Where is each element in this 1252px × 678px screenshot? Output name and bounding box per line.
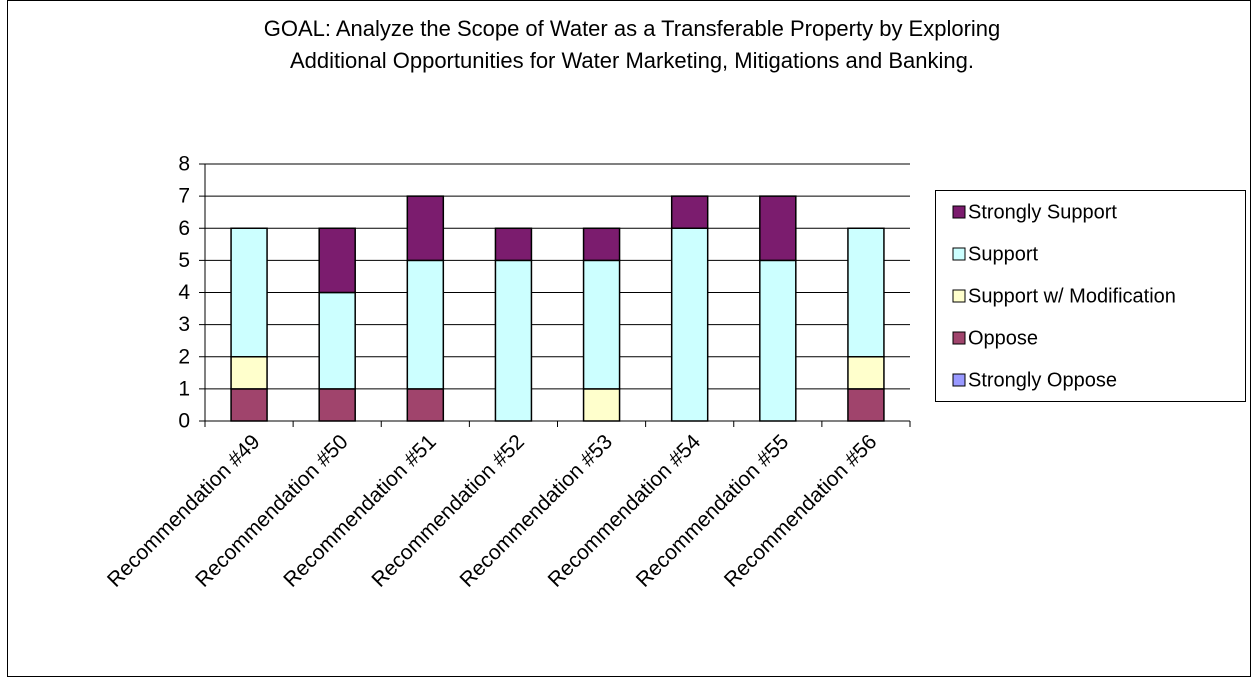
bar-segment <box>406 259 445 390</box>
bar-segment <box>759 195 797 262</box>
bar-segment <box>494 259 533 422</box>
bar-segment <box>494 227 533 262</box>
bar-segment <box>318 291 356 390</box>
legend-swatch <box>952 247 966 261</box>
legend-box <box>935 190 1246 402</box>
y-tick-label: 2 <box>178 345 190 368</box>
chart-title: GOAL: Analyze the Scope of Water as a Tr… <box>264 16 1001 73</box>
legend-swatch <box>952 331 966 345</box>
legend-swatch <box>952 373 966 387</box>
bar-segment <box>759 259 797 422</box>
bar-segment <box>582 388 621 422</box>
bar-segment <box>406 388 445 422</box>
bar-segment <box>318 388 356 422</box>
bar-segment <box>582 259 621 390</box>
bar-segment <box>847 356 885 390</box>
bar-segment <box>230 227 268 358</box>
bar-segment <box>670 195 709 229</box>
bar-segment <box>318 227 356 294</box>
bar-segment <box>582 227 621 262</box>
bar-segment <box>406 195 445 262</box>
legend-label: Support <box>968 243 1038 265</box>
y-tick-label: 6 <box>178 217 190 240</box>
y-tick-label: 0 <box>178 410 190 433</box>
legend-swatch <box>952 289 966 303</box>
legend-label: Support w/ Modification <box>968 285 1176 307</box>
legend-label: Oppose <box>968 327 1038 349</box>
y-tick-label: 3 <box>178 313 190 336</box>
y-tick-label: 8 <box>178 153 190 176</box>
y-tick-label: 4 <box>178 281 190 304</box>
bar-segment <box>670 227 709 422</box>
bar-segment <box>847 388 885 422</box>
y-tick-label: 5 <box>178 249 190 272</box>
bar-segment <box>230 356 268 390</box>
legend-label: Strongly Oppose <box>968 369 1117 391</box>
bar-segment <box>230 388 268 422</box>
y-tick-label: 7 <box>178 185 190 208</box>
bar-segment <box>847 227 885 358</box>
y-tick-label: 1 <box>178 377 190 400</box>
legend-swatch <box>952 205 966 219</box>
legend-label: Strongly Support <box>968 201 1117 223</box>
